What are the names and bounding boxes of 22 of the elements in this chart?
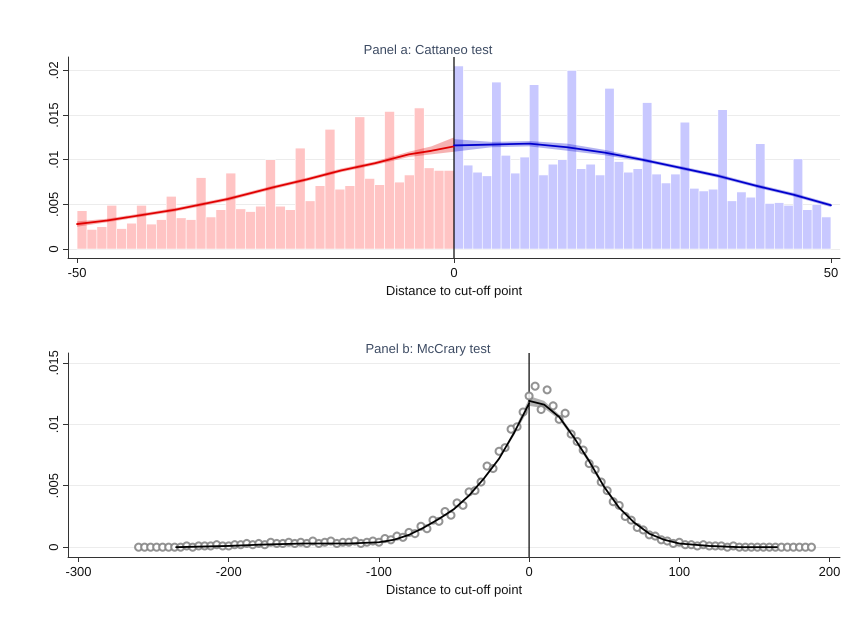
x-tick-label: 0	[450, 265, 458, 280]
y-tick-label: .005	[46, 473, 61, 498]
x-tick-label: -50	[68, 265, 86, 280]
x-tick-label: -200	[216, 564, 242, 579]
x-tick-label: 100	[668, 564, 690, 579]
x-tick-label: -100	[366, 564, 392, 579]
y-tick-label: 0	[46, 544, 61, 551]
y-tick-label: .01	[46, 415, 61, 434]
y-tick-label: .01	[46, 150, 61, 169]
y-tick-label: .005	[46, 192, 61, 218]
y-tick-label: .015	[46, 350, 61, 376]
x-tick-label: 200	[818, 564, 840, 579]
x-tick-label: 0	[525, 564, 533, 579]
chart-title: Panel a: Cattaneo test	[364, 42, 493, 57]
y-tick-label: .02	[46, 61, 61, 80]
y-tick-label: 0	[46, 245, 61, 253]
chart-title: Panel b: McCrary test	[366, 341, 491, 356]
x-axis-title: Distance to cut-off point	[386, 282, 523, 298]
x-tick-label: -300	[66, 564, 92, 579]
x-tick-label: 50	[824, 265, 838, 280]
x-axis-title: Distance to cut-off point	[386, 582, 523, 597]
y-tick-label: .015	[46, 102, 61, 128]
